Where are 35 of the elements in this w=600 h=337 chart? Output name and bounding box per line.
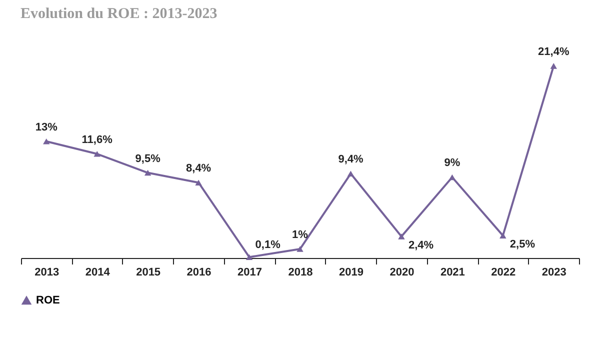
x-tick-label: 2014 [85, 266, 111, 278]
data-label: 11,6% [82, 134, 113, 146]
data-label: 2,5% [510, 238, 536, 251]
data-label: 21,4% [538, 46, 570, 58]
point [500, 232, 506, 238]
x-tick-label: 2023 [542, 266, 566, 278]
x-tick-label: 2020 [390, 266, 414, 278]
x-tick-label: 2015 [136, 266, 161, 278]
x-tick-label: 2016 [186, 266, 212, 278]
point [195, 180, 202, 186]
data-label: 0,1% [255, 239, 281, 252]
point [246, 254, 253, 260]
legend-label: ROE [36, 294, 60, 306]
data-label: 8,4% [186, 162, 212, 175]
data-label: 13% [35, 121, 58, 134]
point [448, 174, 456, 180]
x-tick-label: 2021 [440, 266, 465, 278]
chart-title: Evolution du ROE : 2013-2023 [20, 6, 218, 22]
point [144, 170, 152, 176]
x-tick-label: 2019 [338, 266, 364, 278]
data-label: 9,4% [338, 154, 364, 166]
point [398, 234, 405, 240]
data-label: 1% [292, 229, 308, 242]
data-label: 9,5% [135, 152, 161, 165]
point [347, 170, 354, 177]
x-tick-label: 2017 [238, 266, 262, 278]
data-label: 9% [444, 157, 460, 170]
data-label: 2,4% [408, 239, 434, 252]
x-tick-label: 2018 [288, 266, 313, 278]
point [550, 63, 557, 69]
point [94, 151, 100, 157]
x-tick-label: 2022 [491, 266, 516, 278]
point [296, 246, 304, 252]
x-tick-label: 2013 [34, 266, 60, 278]
point [43, 138, 50, 144]
